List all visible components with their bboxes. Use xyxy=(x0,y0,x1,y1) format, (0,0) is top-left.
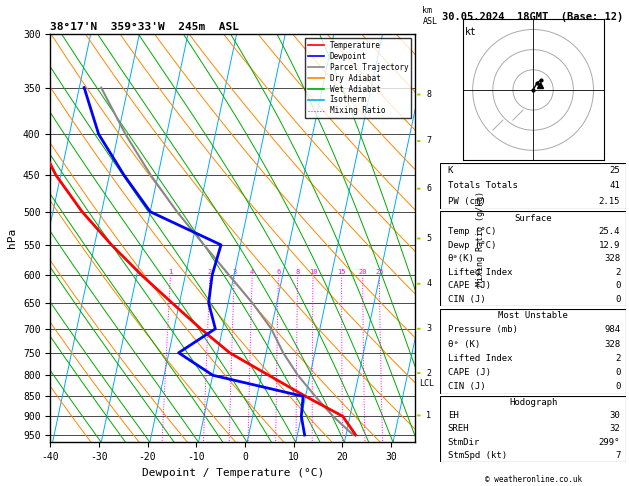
Text: 25: 25 xyxy=(375,269,384,275)
Text: CIN (J): CIN (J) xyxy=(448,295,486,304)
Text: K: K xyxy=(448,166,453,175)
Text: StmDir: StmDir xyxy=(448,437,480,447)
Text: SREH: SREH xyxy=(448,424,469,434)
Text: 1: 1 xyxy=(426,411,431,420)
Text: 32: 32 xyxy=(610,424,620,434)
Text: CAPE (J): CAPE (J) xyxy=(448,281,491,290)
Text: 328: 328 xyxy=(604,340,620,348)
Text: kt: kt xyxy=(465,28,476,37)
Text: StmSpd (kt): StmSpd (kt) xyxy=(448,451,507,460)
Text: 25: 25 xyxy=(610,166,620,175)
Text: 2: 2 xyxy=(615,354,620,363)
Text: 328: 328 xyxy=(604,254,620,263)
Text: Totals Totals: Totals Totals xyxy=(448,181,518,191)
Text: 25.4: 25.4 xyxy=(599,227,620,236)
Text: CAPE (J): CAPE (J) xyxy=(448,368,491,377)
Text: 1: 1 xyxy=(169,269,172,275)
X-axis label: Dewpoint / Temperature (°C): Dewpoint / Temperature (°C) xyxy=(142,468,324,478)
Text: 0: 0 xyxy=(615,281,620,290)
Text: 984: 984 xyxy=(604,325,620,334)
Text: 38°17'N  359°33'W  245m  ASL: 38°17'N 359°33'W 245m ASL xyxy=(50,22,239,32)
Text: 30.05.2024  18GMT  (Base: 12): 30.05.2024 18GMT (Base: 12) xyxy=(442,12,624,22)
Text: 3: 3 xyxy=(232,269,237,275)
Text: © weatheronline.co.uk: © weatheronline.co.uk xyxy=(484,474,582,484)
Text: 299°: 299° xyxy=(599,437,620,447)
Text: 2: 2 xyxy=(615,268,620,277)
Text: 4: 4 xyxy=(426,279,431,288)
Text: 0: 0 xyxy=(615,382,620,391)
Text: Most Unstable: Most Unstable xyxy=(498,311,568,320)
Text: 7: 7 xyxy=(426,137,431,145)
Text: θᵊ (K): θᵊ (K) xyxy=(448,340,480,348)
Text: 0: 0 xyxy=(615,295,620,304)
Text: 8: 8 xyxy=(426,90,431,99)
Y-axis label: hPa: hPa xyxy=(8,228,18,248)
Text: 5: 5 xyxy=(426,234,431,243)
Text: 2: 2 xyxy=(208,269,212,275)
Text: 0: 0 xyxy=(615,368,620,377)
Text: 2: 2 xyxy=(426,368,431,378)
Text: CIN (J): CIN (J) xyxy=(448,382,486,391)
Text: 6: 6 xyxy=(276,269,281,275)
Text: LCL: LCL xyxy=(420,379,434,388)
Text: Mixing Ratio (g/kg): Mixing Ratio (g/kg) xyxy=(476,191,486,286)
Text: 8: 8 xyxy=(296,269,300,275)
Text: Dewp (°C): Dewp (°C) xyxy=(448,241,496,250)
Text: 10: 10 xyxy=(309,269,317,275)
Text: Pressure (mb): Pressure (mb) xyxy=(448,325,518,334)
Text: 30: 30 xyxy=(610,411,620,420)
Text: 2.15: 2.15 xyxy=(599,197,620,206)
Text: 6: 6 xyxy=(426,184,431,193)
Text: Surface: Surface xyxy=(515,214,552,223)
Text: Hodograph: Hodograph xyxy=(509,398,557,407)
Text: 3: 3 xyxy=(426,324,431,333)
Text: 7: 7 xyxy=(615,451,620,460)
Text: 4: 4 xyxy=(250,269,254,275)
Text: 12.9: 12.9 xyxy=(599,241,620,250)
Text: km
ASL: km ASL xyxy=(423,6,437,26)
Text: Temp (°C): Temp (°C) xyxy=(448,227,496,236)
Text: 15: 15 xyxy=(337,269,346,275)
Text: Lifted Index: Lifted Index xyxy=(448,354,512,363)
Legend: Temperature, Dewpoint, Parcel Trajectory, Dry Adiabat, Wet Adiabat, Isotherm, Mi: Temperature, Dewpoint, Parcel Trajectory… xyxy=(305,38,411,119)
Text: 20: 20 xyxy=(359,269,367,275)
Text: θᵊ(K): θᵊ(K) xyxy=(448,254,475,263)
Text: PW (cm): PW (cm) xyxy=(448,197,486,206)
Text: 41: 41 xyxy=(610,181,620,191)
Text: EH: EH xyxy=(448,411,459,420)
Text: Lifted Index: Lifted Index xyxy=(448,268,512,277)
